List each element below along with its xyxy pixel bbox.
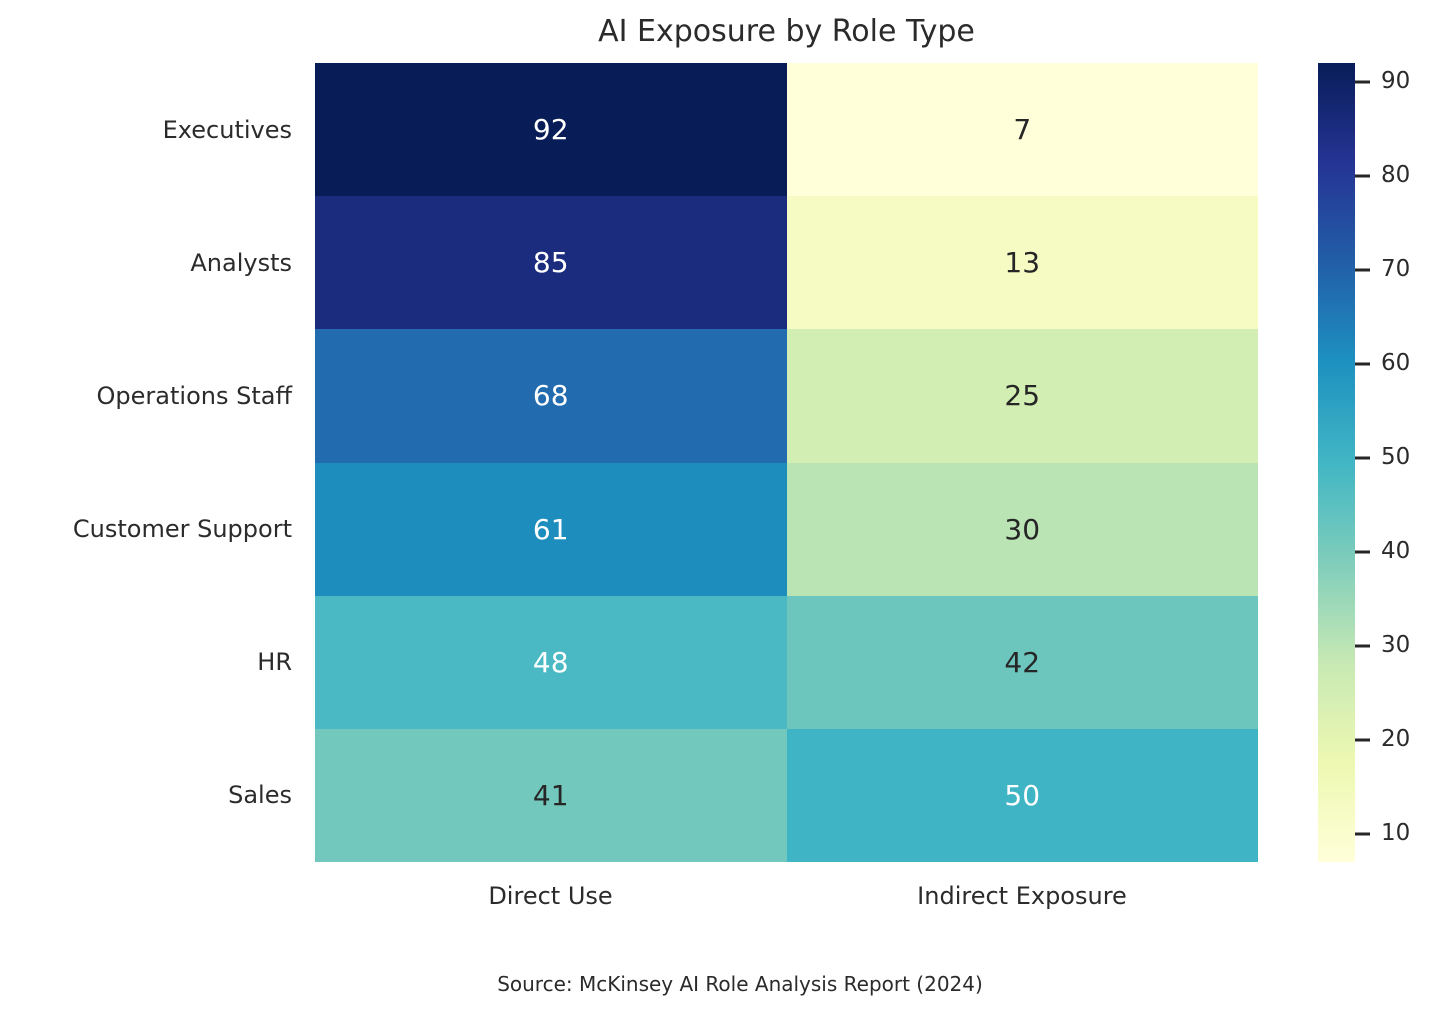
- column-label: Indirect Exposure: [917, 882, 1127, 910]
- colorbar-ticks: 90 80 70 60 50 40 30 20 10: [1355, 63, 1440, 862]
- colorbar-tick-label: 20: [1381, 725, 1411, 752]
- heatmap-cell: 92: [315, 63, 787, 197]
- heatmap-cell: 48: [315, 595, 787, 729]
- row-label: Sales: [228, 781, 292, 810]
- heatmap-grid: 92 7 85 13 68 25 61 30 48 42 41 50: [315, 63, 1258, 862]
- colorbar-tick-mark: [1355, 80, 1370, 84]
- row-label: Operations Staff: [96, 381, 292, 410]
- heatmap-cell: 42: [786, 595, 1258, 729]
- colorbar-tick-label: 90: [1381, 67, 1411, 94]
- colorbar-tick-mark: [1355, 738, 1370, 742]
- colorbar-tick-mark: [1355, 174, 1370, 178]
- heatmap-cell: 41: [315, 728, 787, 862]
- colorbar-tick-label: 60: [1381, 349, 1411, 376]
- y-axis-row-labels: Executives Analysts Operations Staff Custom…: [0, 63, 292, 862]
- colorbar-gradient: [1318, 63, 1355, 862]
- colorbar-tick-mark: [1355, 456, 1370, 460]
- colorbar-tick-mark: [1355, 550, 1370, 554]
- row-label: Executives: [162, 115, 292, 144]
- heatmap-cell: 30: [786, 462, 1258, 596]
- colorbar-tick-mark: [1355, 644, 1370, 648]
- heatmap-cell: 85: [315, 196, 787, 330]
- heatmap-cell: 61: [315, 462, 787, 596]
- row-label: Analysts: [190, 248, 292, 277]
- heatmap-cell: 13: [786, 196, 1258, 330]
- colorbar-tick-mark: [1355, 362, 1370, 366]
- colorbar-tick-mark: [1355, 832, 1370, 836]
- row-label: Customer Support: [72, 515, 292, 544]
- heatmap-cell: 68: [315, 329, 787, 463]
- colorbar-tick-mark: [1355, 268, 1370, 272]
- colorbar-tick-label: 30: [1381, 631, 1411, 658]
- colorbar-tick-label: 80: [1381, 161, 1411, 188]
- heatmap-cell: 25: [786, 329, 1258, 463]
- heatmap-cell: 50: [786, 728, 1258, 862]
- colorbar-tick-label: 50: [1381, 443, 1411, 470]
- row-label: HR: [257, 648, 292, 677]
- colorbar-tick-label: 40: [1381, 537, 1411, 564]
- column-label: Direct Use: [488, 882, 613, 910]
- colorbar-tick-label: 70: [1381, 255, 1411, 282]
- colorbar-tick-label: 10: [1381, 819, 1411, 846]
- x-axis-column-labels: Direct Use Indirect Exposure: [315, 882, 1258, 916]
- chart-title: AI Exposure by Role Type: [598, 14, 975, 49]
- heatmap-cell: 7: [786, 63, 1258, 197]
- source-note: Source: McKinsey AI Role Analysis Report…: [497, 972, 983, 996]
